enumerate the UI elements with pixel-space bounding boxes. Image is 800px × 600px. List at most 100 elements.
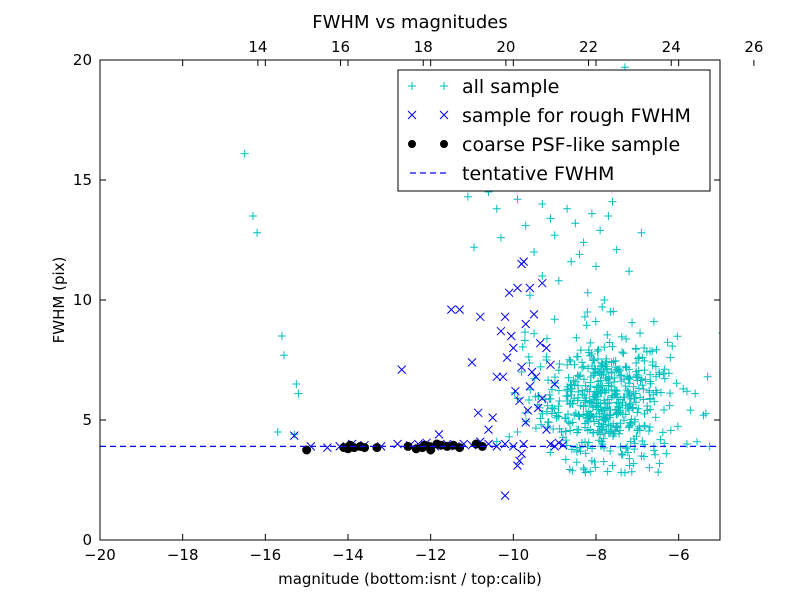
data-point-all-sample [614, 399, 623, 408]
data-point-all-sample [584, 364, 593, 373]
data-point-all-sample [604, 212, 613, 220]
legend-entry: tentative FWHM [410, 163, 614, 185]
data-point-all-sample [617, 377, 626, 386]
data-point-all-sample [554, 276, 563, 285]
data-point-rough-fwhm [521, 319, 531, 329]
data-point-all-sample [625, 375, 634, 384]
data-point-all-sample [584, 348, 593, 357]
data-point-all-sample [580, 391, 589, 400]
data-point-all-sample [634, 384, 643, 393]
y-axis-label: FWHM (pix) [50, 257, 68, 344]
data-point-all-sample [579, 362, 588, 371]
data-point-rough-fwhm [467, 358, 477, 367]
data-point-all-sample [611, 356, 620, 365]
x-tick-label: −6 [668, 546, 690, 564]
data-point-all-sample [630, 394, 639, 403]
data-point-all-sample [586, 372, 595, 381]
y-tick-label: 10 [73, 291, 92, 309]
data-point-all-sample [656, 388, 665, 397]
data-point-all-sample [579, 464, 588, 472]
data-point-psf-like [455, 443, 465, 453]
data-point-rough-fwhm [550, 379, 560, 389]
data-point-psf-like [426, 445, 436, 455]
data-point-all-sample [664, 369, 673, 378]
x-tick-label: −18 [167, 546, 199, 564]
y-tick-label: 5 [82, 411, 92, 429]
data-point-all-sample [660, 374, 669, 383]
data-point-rough-fwhm [554, 438, 564, 448]
data-point-all-sample [578, 438, 586, 447]
data-point-all-sample [646, 377, 655, 386]
data-point-all-sample [594, 345, 603, 354]
data-point-all-sample [550, 315, 559, 324]
data-point-all-sample [566, 426, 575, 435]
data-point-all-sample [607, 425, 616, 434]
data-point-all-sample [612, 245, 621, 254]
data-point-all-sample [574, 372, 583, 381]
data-point-all-sample [547, 409, 556, 418]
legend-label: coarse PSF-like sample [462, 134, 680, 156]
data-point-all-sample [625, 461, 634, 470]
data-point-all-sample [573, 352, 582, 361]
data-point-all-sample [581, 381, 590, 390]
data-point-all-sample [651, 386, 660, 395]
data-point-all-sample [625, 454, 634, 463]
legend-box [397, 69, 711, 192]
data-point-all-sample [640, 343, 649, 352]
data-point-rough-fwhm [488, 413, 498, 422]
top-axis-tick-label: 16 [331, 38, 350, 56]
data-point-all-sample [567, 384, 576, 393]
data-point-all-sample [645, 347, 654, 356]
data-point-all-sample [639, 385, 648, 394]
data-point-all-sample [542, 334, 551, 343]
data-point-all-sample [571, 219, 580, 228]
data-point-all-sample [617, 332, 626, 341]
data-point-all-sample [607, 382, 616, 391]
data-point-all-sample [517, 368, 526, 376]
data-point-all-sample [646, 370, 655, 379]
data-point-all-sample [576, 371, 585, 380]
data-point-all-sample [525, 358, 534, 367]
data-point-all-sample [584, 417, 593, 426]
data-point-all-sample [597, 358, 606, 367]
top-axis-tick-label: 24 [662, 38, 681, 56]
data-point-all-sample [537, 420, 546, 429]
data-point-all-sample [545, 394, 554, 403]
data-point-all-sample [579, 375, 588, 384]
data-point-all-sample [573, 428, 582, 437]
data-point-all-sample [597, 422, 606, 431]
data-point-all-sample [578, 358, 587, 367]
data-point-all-sample [654, 468, 663, 477]
data-point-all-sample [540, 395, 549, 404]
data-point-all-sample [563, 204, 572, 213]
data-point-all-sample [648, 361, 657, 370]
data-point-all-sample [594, 405, 603, 414]
data-point-all-sample [576, 447, 585, 456]
data-point-all-sample [645, 423, 654, 432]
data-point-all-sample [617, 450, 626, 459]
y-tick-label: 15 [73, 171, 92, 189]
data-point-all-sample [635, 353, 644, 362]
data-point-all-sample [583, 288, 592, 297]
data-point-all-sample [550, 373, 559, 382]
data-point-all-sample [605, 338, 614, 347]
data-point-all-sample [633, 376, 642, 385]
data-point-all-sample [673, 332, 682, 341]
data-point-all-sample [596, 226, 605, 235]
data-point-all-sample [290, 430, 299, 439]
legend-label: all sample [462, 76, 559, 98]
data-point-all-sample [573, 396, 582, 405]
data-point-all-sample [602, 357, 611, 366]
data-point-all-sample [567, 257, 576, 266]
data-point-all-sample [505, 432, 514, 441]
data-point-all-sample [616, 408, 625, 417]
data-point-all-sample [572, 333, 581, 342]
data-point-rough-fwhm [500, 491, 510, 500]
data-point-rough-fwhm [558, 440, 568, 450]
data-point-rough-fwhm [515, 396, 524, 406]
data-point-all-sample [625, 390, 634, 399]
data-point-all-sample [555, 396, 564, 405]
data-point-all-sample [625, 418, 634, 427]
data-point-all-sample [635, 422, 644, 431]
data-point-all-sample [538, 200, 547, 208]
